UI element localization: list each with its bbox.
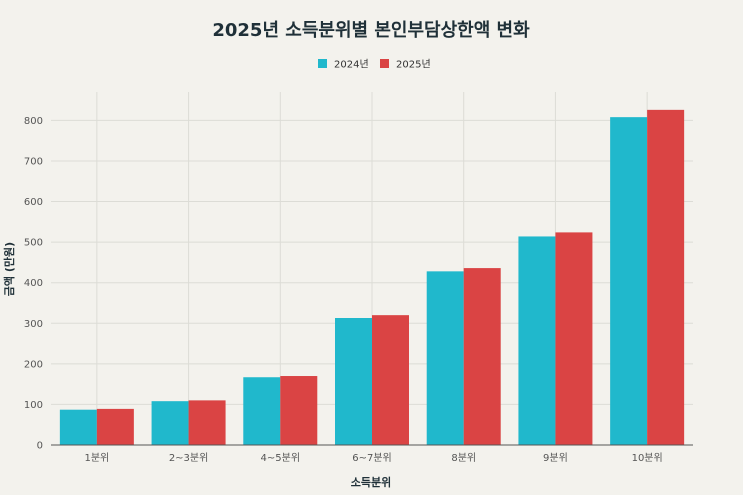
bar-2024: [243, 377, 281, 445]
bar-2025: [280, 376, 318, 445]
y-tick-label: 800: [24, 116, 43, 127]
bar-2025: [463, 268, 501, 445]
legend-swatch-2024: [318, 59, 327, 68]
x-tick-label: 2~3분위: [169, 451, 209, 464]
bar-2024: [610, 117, 648, 446]
bars: [59, 109, 685, 446]
legend-label-2025: 2025년: [396, 59, 431, 71]
bar-2025: [96, 408, 134, 445]
y-tick-label: 100: [24, 400, 43, 411]
legend: 2024년 2025년: [318, 59, 431, 71]
y-tick-label: 600: [24, 197, 43, 208]
bar-2025: [555, 232, 593, 445]
x-tick-label: 8분위: [451, 451, 476, 464]
y-tick-label: 300: [24, 319, 43, 330]
x-tick-label: 4~5분위: [261, 451, 301, 464]
y-tick-label: 700: [24, 156, 43, 167]
y-tick-label: 0: [37, 441, 43, 452]
x-tick-label: 9분위: [543, 451, 568, 464]
x-tick-label: 1분위: [84, 451, 109, 464]
x-tick-label: 10분위: [632, 451, 663, 464]
y-tick-label: 200: [24, 359, 43, 370]
legend-label-2024: 2024년: [334, 59, 369, 71]
y-tick-label: 500: [24, 238, 43, 249]
bar-2024: [518, 236, 556, 445]
bar-2024: [151, 401, 189, 445]
y-axis-ticks: 0 100 200 300 400 500 600 700 800: [24, 116, 43, 452]
legend-swatch-2025: [380, 59, 389, 68]
x-axis-title: 소득분위: [351, 476, 391, 489]
bar-2024: [59, 409, 97, 445]
bar-2025: [372, 315, 409, 445]
bar-2024: [426, 271, 464, 445]
bar-2025: [188, 400, 226, 445]
x-axis-ticks: 1분위 2~3분위 4~5분위 6~7분위 8분위 9분위 10분위: [84, 451, 662, 464]
bar-2025: [647, 109, 685, 445]
y-tick-label: 400: [24, 278, 43, 289]
y-axis-title: 금액 (만원): [2, 242, 16, 296]
x-tick-label: 6~7분위: [352, 451, 392, 464]
bar-2024: [335, 318, 372, 445]
chart-title: 2025년 소득분위별 본인부담상한액 변화: [212, 20, 530, 41]
